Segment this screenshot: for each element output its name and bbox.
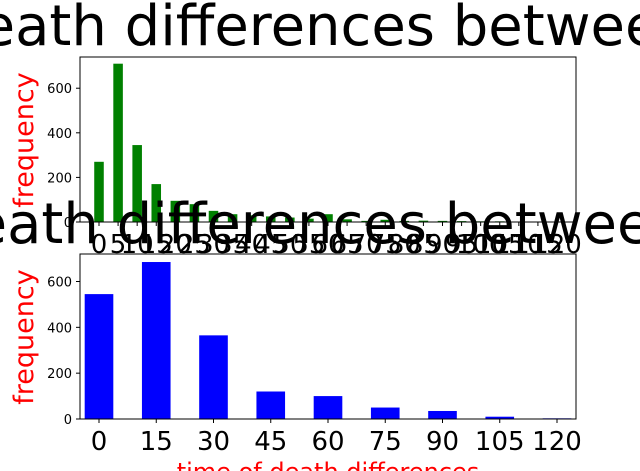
bar-65 [342, 219, 352, 222]
bar-30 [208, 210, 219, 222]
bottom-x-axis-label: time of death differences [177, 458, 480, 471]
x-tick-label: 50 [273, 230, 306, 260]
bar-70 [361, 220, 371, 222]
x-tick-label: 55 [292, 230, 325, 260]
x-tick-label: 0 [91, 230, 108, 260]
y-tick-label: 0 [64, 216, 72, 231]
x-tick-label: 80 [388, 230, 421, 260]
bar-60 [323, 214, 333, 222]
x-tick-label: 20 [159, 230, 192, 260]
bottom-bars [84, 262, 572, 419]
top-x-ticks: 0 510152025303540455055606570758085909510… [91, 222, 582, 260]
x-tick-label: 105 [475, 427, 525, 457]
x-tick-label: 65 [331, 230, 364, 260]
bar-75 [370, 407, 400, 419]
y-tick-label: 400 [47, 127, 72, 142]
top-y-ticks: 0 200 400 600 [47, 82, 80, 231]
x-tick-label: 70 [350, 230, 383, 260]
x-tick-label: 30 [197, 427, 230, 457]
x-tick-label: 45 [254, 427, 287, 457]
bottom-y-axis-label: frequency [9, 269, 40, 404]
y-tick-label: 600 [47, 276, 72, 291]
bar-90 [437, 220, 448, 222]
x-tick-label: 75 [369, 427, 402, 457]
x-tick-label: 5 [110, 230, 127, 260]
bar-35 [227, 214, 238, 222]
y-tick-label: 0 [64, 413, 72, 428]
x-tick-label: 35 [216, 230, 249, 260]
x-tick-label: 40 [235, 230, 268, 260]
bar-30 [199, 335, 228, 419]
bar-45 [265, 216, 276, 222]
y-tick-label: 600 [47, 82, 72, 97]
bottom-y-ticks: 0 200 400 600 [47, 276, 80, 428]
x-tick-label: 25 [178, 230, 211, 260]
x-tick-label: 85 [407, 230, 440, 260]
x-tick-label: 90 [426, 427, 459, 457]
x-tick-label: 110 [494, 230, 544, 260]
bottom-chart-title: death differences between [0, 192, 640, 257]
bar-15 [141, 262, 171, 419]
bar-15 [151, 184, 162, 222]
x-tick-label: 15 [140, 230, 173, 260]
x-tick-label: 60 [311, 427, 344, 457]
bar-10 [132, 145, 142, 222]
x-tick-label: 45 [254, 230, 287, 260]
x-tick-label: 120 [532, 427, 582, 457]
x-tick-label: 0 [91, 427, 108, 457]
bar-50 [285, 217, 295, 222]
x-tick-label: 115 [513, 230, 563, 260]
x-tick-label: 100 [456, 230, 506, 260]
bar-45 [256, 391, 286, 419]
bar-40 [246, 215, 257, 222]
bar-80 [399, 220, 410, 222]
bar-85 [418, 220, 429, 222]
top-bars [94, 63, 562, 222]
top-chart-title: death differences between [0, 0, 640, 59]
x-tick-label: 120 [532, 230, 582, 260]
bar-0 [84, 294, 114, 419]
x-tick-label: 60 [311, 230, 344, 260]
y-tick-label: 200 [47, 171, 72, 186]
bar-20 [170, 200, 181, 222]
bar-60 [313, 396, 343, 419]
bar-25 [189, 204, 200, 222]
x-tick-label: 105 [475, 230, 525, 260]
x-tick-label: 95 [445, 230, 478, 260]
x-tick-label: 90 [426, 230, 459, 260]
bottom-x-ticks: 0 15 30 45 60 75 90 105 120 [91, 419, 582, 457]
x-tick-label: 30 [197, 230, 230, 260]
x-tick-label: 10 [121, 230, 154, 260]
top-y-axis-label: frequency [9, 72, 40, 207]
bar-75 [380, 219, 391, 222]
bar-90 [428, 410, 457, 419]
bar-5 [113, 63, 123, 222]
y-tick-label: 200 [47, 367, 72, 382]
bar-0 [94, 161, 104, 222]
x-tick-label: 75 [369, 230, 402, 260]
y-tick-label: 400 [47, 321, 72, 336]
x-tick-label: 15 [140, 427, 173, 457]
bar-105 [485, 416, 515, 419]
bar-55 [304, 218, 314, 222]
